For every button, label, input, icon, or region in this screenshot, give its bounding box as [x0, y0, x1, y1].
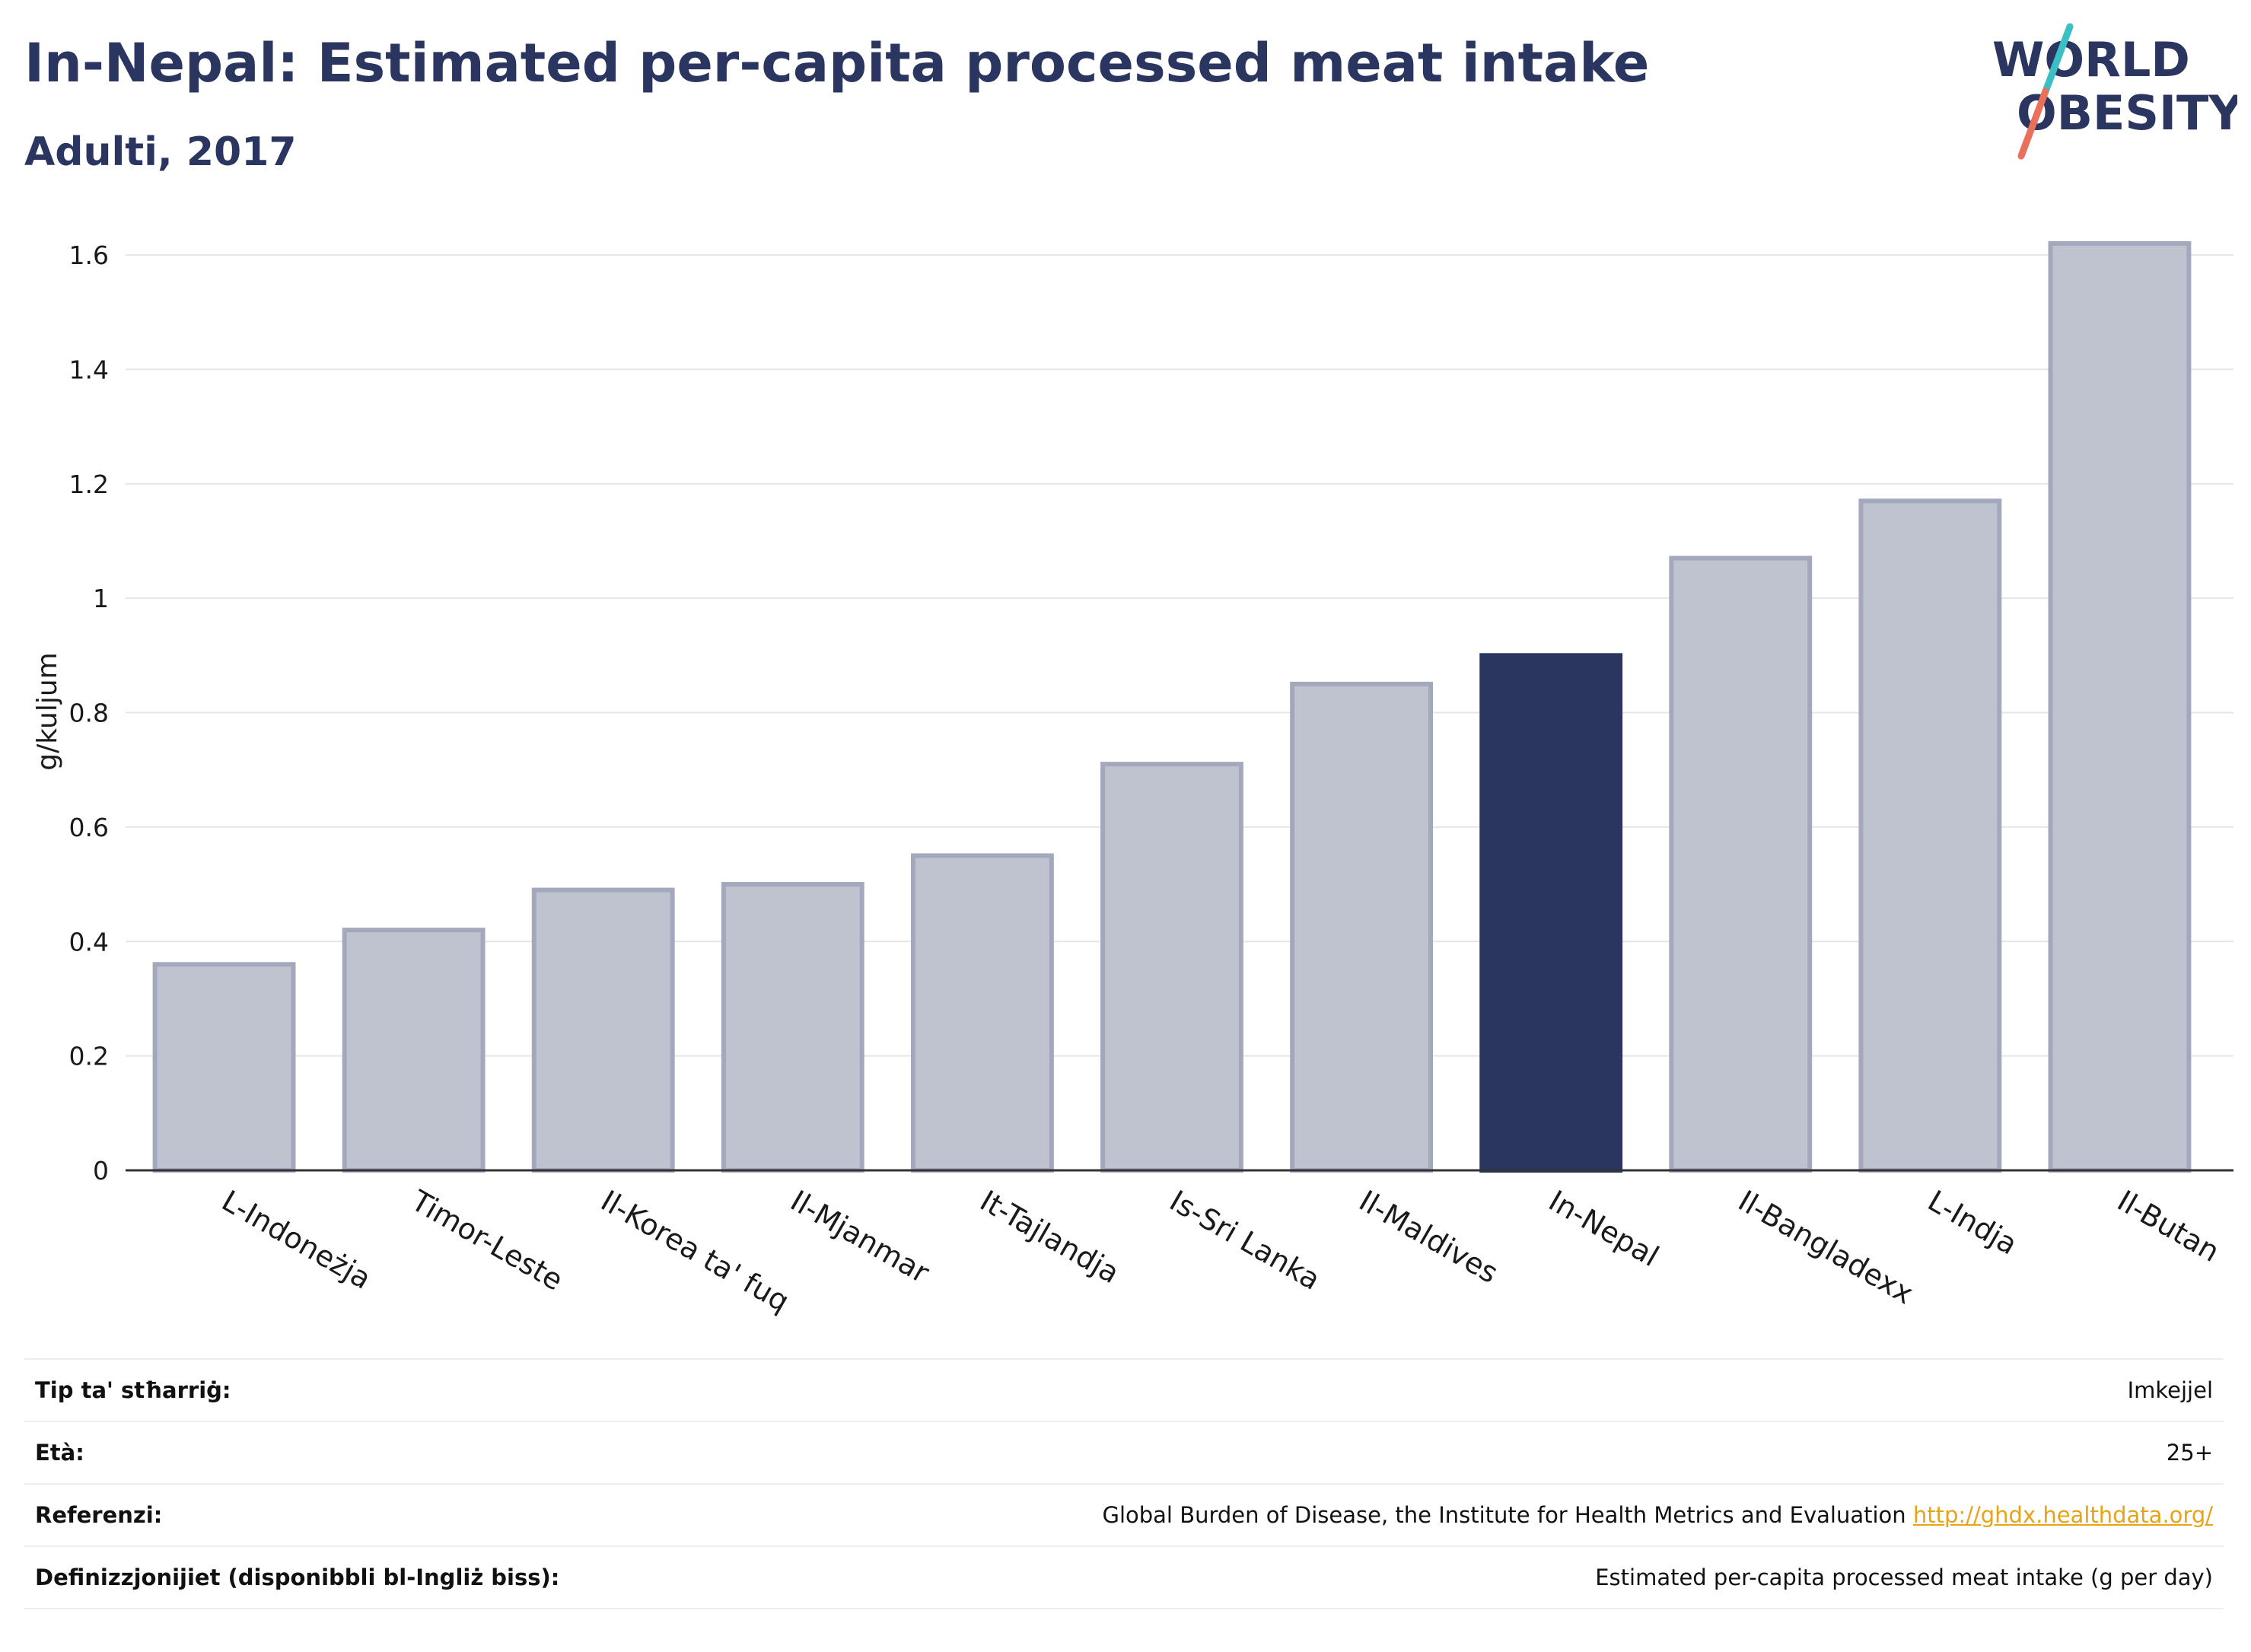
- y-tick-label: 1.6: [69, 240, 109, 270]
- y-tick-label: 1: [93, 584, 109, 613]
- info-value: Imkejjel: [2127, 1377, 2213, 1403]
- info-label: Tip ta' stħarriġ:: [35, 1377, 231, 1403]
- bar[interactable]: [152, 962, 296, 1173]
- logo-line1: WORLD: [1992, 32, 2190, 88]
- y-tick-label: 1.4: [69, 355, 109, 384]
- info-row-survey-type: Tip ta' stħarriġ: Imkejjel: [24, 1360, 2224, 1422]
- logo-coral-stroke: [2017, 88, 2049, 160]
- y-tick-label: 0.2: [69, 1042, 109, 1071]
- bar[interactable]: [2048, 240, 2192, 1173]
- info-row-references: Referenzi: Global Burden of Disease, the…: [24, 1485, 2224, 1547]
- bar[interactable]: [1100, 762, 1243, 1173]
- bar[interactable]: [1290, 681, 1434, 1173]
- x-tick-label: Timor-Leste: [405, 1183, 568, 1297]
- info-label: Referenzi:: [35, 1502, 163, 1528]
- info-row-age: Età: 25+: [24, 1422, 2224, 1485]
- chart-title: In-Nepal: Estimated per-capita processed…: [24, 32, 1650, 94]
- bar[interactable]: [1858, 498, 2002, 1173]
- y-axis-label: g/kuljum: [32, 652, 63, 770]
- reference-link[interactable]: http://ghdx.healthdata.org/: [1912, 1502, 2213, 1528]
- x-tick-label: L-Indoneżja: [216, 1184, 377, 1296]
- info-value: Global Burden of Disease, the Institute …: [1102, 1502, 2213, 1528]
- x-tick-label: It-Tajlandja: [974, 1184, 1125, 1291]
- bars: [152, 240, 2192, 1173]
- x-tick-label: In-Nepal: [1543, 1184, 1665, 1273]
- bar[interactable]: [1669, 555, 1813, 1173]
- info-table: Tip ta' stħarriġ: Imkejjel Età: 25+ Refe…: [24, 1358, 2224, 1609]
- logo-teal-stroke: [2042, 23, 2074, 95]
- reference-text: Global Burden of Disease, the Institute …: [1102, 1502, 1906, 1528]
- chart-subtitle: Adulti, 2017: [24, 129, 297, 175]
- y-tick-label: 0.6: [69, 813, 109, 842]
- bar[interactable]: [910, 853, 1054, 1173]
- bar[interactable]: [342, 928, 486, 1173]
- x-tick-label: Il-Korea ta' fuq: [595, 1184, 794, 1319]
- bar[interactable]: [531, 887, 675, 1173]
- info-value: 25+: [2166, 1440, 2213, 1466]
- y-tick-label: 0: [93, 1156, 109, 1186]
- x-tick-label: Il-Mjanmar: [785, 1184, 934, 1290]
- world-obesity-logo: WORLD OBESITY: [1992, 23, 2237, 160]
- bar[interactable]: [721, 882, 864, 1173]
- x-tick-label: L-Indja: [1922, 1184, 2023, 1262]
- y-tick-label: 0.4: [69, 927, 109, 957]
- y-tick-label: 0.8: [69, 699, 109, 728]
- x-tick-label: Il-Maldives: [1354, 1184, 1504, 1290]
- x-tick-label: Il-Butan: [2112, 1184, 2225, 1268]
- x-tick-label: Is-Sri Lanka: [1164, 1184, 1326, 1297]
- info-label: Età:: [35, 1440, 84, 1466]
- y-tick-label: 1.2: [69, 469, 109, 499]
- info-value: Estimated per-capita processed meat inta…: [1595, 1564, 2213, 1590]
- bar-highlighted[interactable]: [1479, 653, 1623, 1173]
- logo-line2: OBESITY: [2017, 85, 2237, 141]
- info-label: Definizzjonijiet (disponibbli bl-Ingliż …: [35, 1564, 560, 1590]
- x-tick-label: Il-Bangladexx: [1733, 1184, 1919, 1311]
- bar-chart: 0 0.2 0.4 0.6 0.8 1 1.2 1.4 1.6 L-Indoneżja Timor-…: [32, 240, 2233, 1319]
- info-row-definitions: Definizzjonijiet (disponibbli bl-Ingliż …: [24, 1547, 2224, 1609]
